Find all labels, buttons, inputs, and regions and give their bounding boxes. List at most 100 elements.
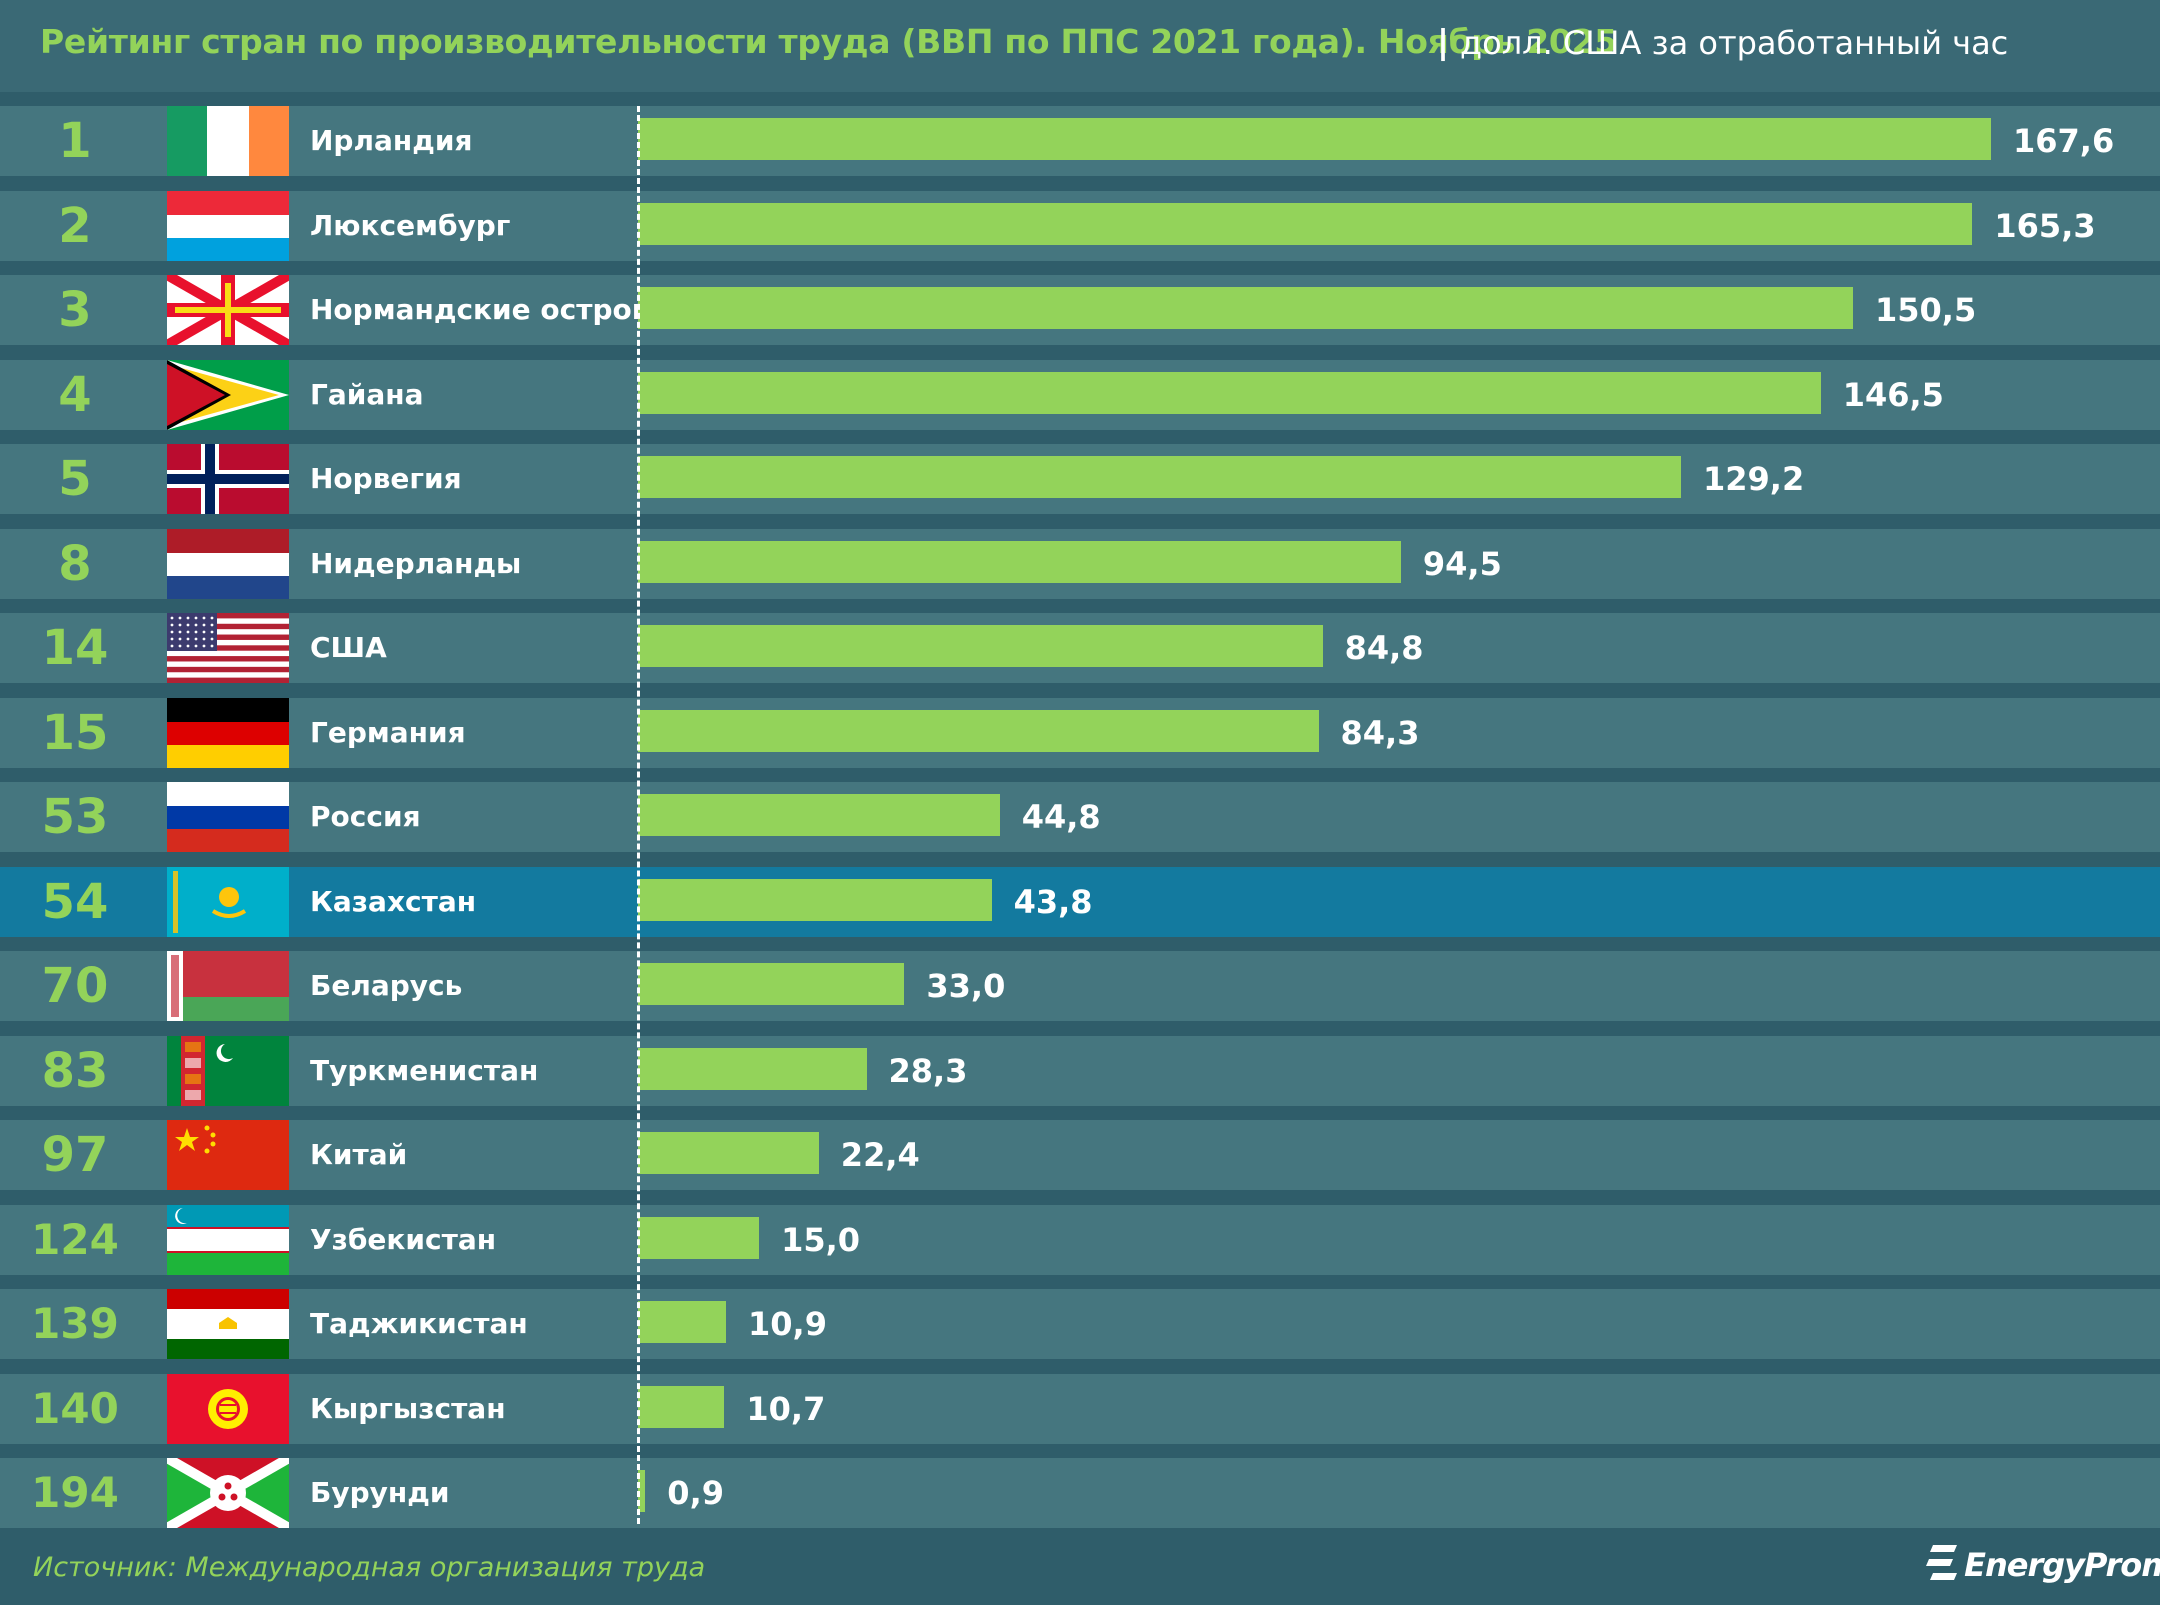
bar [638, 1047, 867, 1090]
rank-label: 124 [31, 1214, 119, 1264]
country-label: Нидерланды [310, 546, 522, 580]
rank-label: 70 [41, 958, 109, 1014]
chart-row: 83 Туркменистан 28,3 [0, 1035, 2160, 1106]
country-label: Германия [310, 715, 466, 749]
country-label: Гайана [310, 377, 424, 411]
value-label: 33,0 [926, 967, 1006, 1005]
logo-text: EnergyProm [1964, 1546, 2160, 1584]
source-note: Источник: Международная организация труд… [33, 1552, 706, 1583]
value-label: 28,3 [888, 1051, 968, 1090]
chart-row: 54 Казахстан 43,8 [0, 866, 2160, 937]
chart-row: 97 Китай 22,4 [0, 1120, 2160, 1190]
flag-burundi-icon [167, 1458, 289, 1528]
bar [638, 878, 992, 921]
bar [638, 540, 1401, 583]
chart-row: 14 США 84,8 [0, 613, 2160, 683]
flag-kyrgyzstan-icon [167, 1373, 289, 1444]
bar [638, 287, 1853, 329]
rank-label: 8 [58, 535, 92, 592]
chart-row: 194 Бурунди 0,9 [0, 1458, 2160, 1528]
zero-axis-line [637, 106, 640, 1524]
flag-guyana-icon [167, 359, 289, 430]
value-label: 10,7 [746, 1389, 826, 1428]
rank-label: 1 [58, 113, 92, 169]
rank-label: 5 [58, 451, 92, 507]
rank-label: 83 [41, 1042, 109, 1099]
rank-label: 2 [58, 197, 92, 254]
chart-row: 139 Таджикистан 10,9 [0, 1289, 2160, 1359]
bar [638, 1132, 819, 1174]
country-label: Люксембург [310, 208, 511, 242]
bar [638, 709, 1319, 752]
chart-row: 70 Беларусь 33,0 [0, 951, 2160, 1021]
rank-label: 15 [41, 704, 109, 761]
bar [638, 794, 1000, 836]
rank-label: 4 [58, 366, 92, 423]
value-label: 150,5 [1875, 291, 1977, 329]
country-label: Туркменистан [310, 1053, 539, 1087]
country-label: Россия [310, 800, 421, 833]
chart-row: 3 Нормандские острова 150,5 [0, 275, 2160, 345]
title-separator: | [1437, 22, 1450, 61]
country-label: Узбекистан [310, 1222, 497, 1256]
flag-usa-icon [167, 613, 289, 683]
flag-kazakhstan-icon [167, 866, 289, 937]
bar [638, 625, 1323, 667]
bar [638, 1301, 726, 1343]
value-label: 94,5 [1422, 544, 1502, 583]
chart-row: 8 Нидерланды 94,5 [0, 528, 2160, 599]
flag-china-icon [167, 1120, 289, 1190]
chart-row: 1 Ирландия 167,6 [0, 106, 2160, 176]
value-label: 43,8 [1013, 882, 1093, 921]
flag-belarus-icon [167, 951, 289, 1021]
chart-subtitle: долл. США за отработанный час [1460, 24, 2009, 62]
value-label: 146,5 [1842, 375, 1944, 414]
chart-row: 2 Люксембург 165,3 [0, 190, 2160, 261]
bar [638, 371, 1821, 414]
value-label: 165,3 [1994, 206, 2096, 245]
flag-jersey-icon [167, 275, 289, 345]
rank-label: 54 [41, 873, 109, 930]
energyprom-logo: EnergyProm [1925, 1543, 2160, 1593]
chart-title: Рейтинг стран по производительности труд… [40, 22, 1617, 61]
chart-row: 15 Германия 84,3 [0, 697, 2160, 768]
value-label: 167,6 [2013, 122, 2115, 160]
value-label: 129,2 [1703, 460, 1805, 498]
flag-turkmenistan-icon [167, 1035, 289, 1106]
country-label: Нормандские острова [310, 293, 669, 326]
rank-label: 97 [41, 1127, 109, 1183]
country-label: Ирландия [310, 124, 473, 157]
country-label: Беларусь [310, 969, 463, 1002]
chart-row: 124 Узбекистан 15,0 [0, 1204, 2160, 1275]
chart-row: 140 Кыргызстан 10,7 [0, 1373, 2160, 1444]
country-label: Казахстан [310, 884, 477, 918]
country-label: Норвегия [310, 462, 462, 495]
flag-norway-icon [167, 444, 289, 514]
value-label: 0,9 [667, 1474, 724, 1512]
chart-row: 5 Норвегия 129,2 [0, 444, 2160, 514]
logo-icon [1925, 1543, 1959, 1587]
country-label: Кыргызстан [310, 1391, 506, 1425]
value-label: 10,9 [748, 1305, 827, 1343]
country-label: Бурунди [310, 1476, 450, 1509]
flag-netherlands-icon [167, 528, 289, 599]
rank-label: 194 [31, 1468, 119, 1517]
bar [638, 963, 905, 1005]
value-label: 15,0 [781, 1220, 861, 1259]
flag-luxembourg-icon [167, 190, 289, 261]
country-label: Китай [310, 1138, 408, 1171]
rank-label: 140 [31, 1383, 119, 1433]
rank-label: 14 [41, 620, 109, 676]
bar [638, 1470, 646, 1512]
value-label: 22,4 [840, 1136, 920, 1174]
country-label: Таджикистан [310, 1307, 528, 1340]
bar [638, 202, 1973, 245]
chart-row: 4 Гайана 146,5 [0, 359, 2160, 430]
rank-label: 139 [31, 1299, 119, 1348]
chart-header: Рейтинг стран по производительности труд… [0, 0, 2160, 92]
flag-germany-icon [167, 697, 289, 768]
bar [638, 118, 1991, 160]
chart-row: 53 Россия 44,8 [0, 782, 2160, 852]
bar [638, 456, 1681, 498]
